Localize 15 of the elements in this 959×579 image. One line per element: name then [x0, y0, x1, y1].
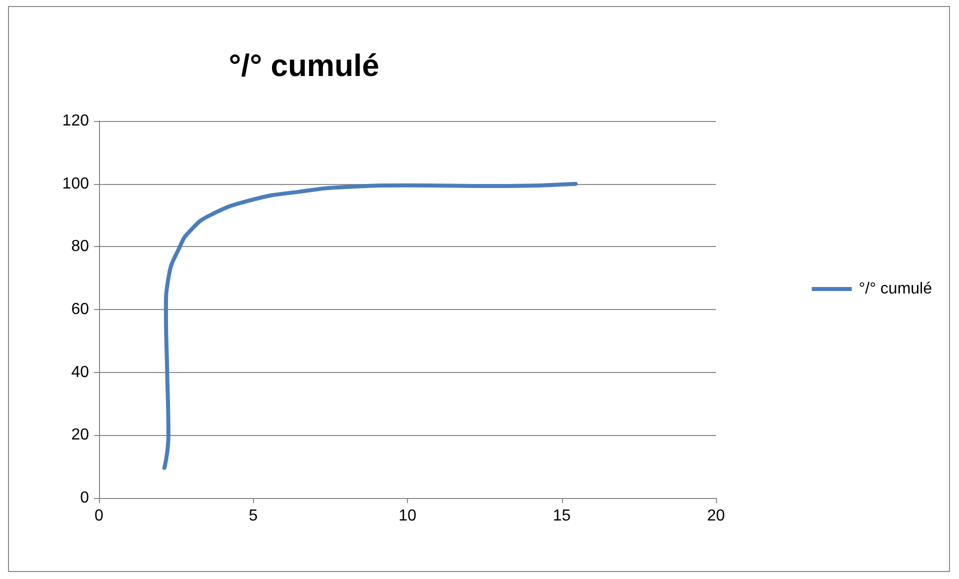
y-tick-label: 20 — [71, 426, 90, 444]
chart-title: °/° cumulé — [228, 48, 380, 83]
x-tick-label: 0 — [94, 508, 104, 524]
y-tick-label: 40 — [71, 364, 90, 381]
x-tick-label: 15 — [552, 508, 571, 524]
x-tick-label: 20 — [707, 508, 725, 524]
legend-label: °/° cumulé — [858, 280, 932, 298]
y-tick-label: 0 — [80, 490, 90, 506]
y-tick-label: 80 — [71, 238, 90, 256]
x-tick-label: 10 — [398, 508, 416, 524]
x-tick-label: 5 — [248, 508, 258, 524]
y-tick-label: 100 — [62, 175, 90, 192]
y-tick-label: 60 — [71, 301, 90, 318]
y-tick-label: 120 — [62, 112, 90, 130]
line-series — [162, 182, 578, 470]
